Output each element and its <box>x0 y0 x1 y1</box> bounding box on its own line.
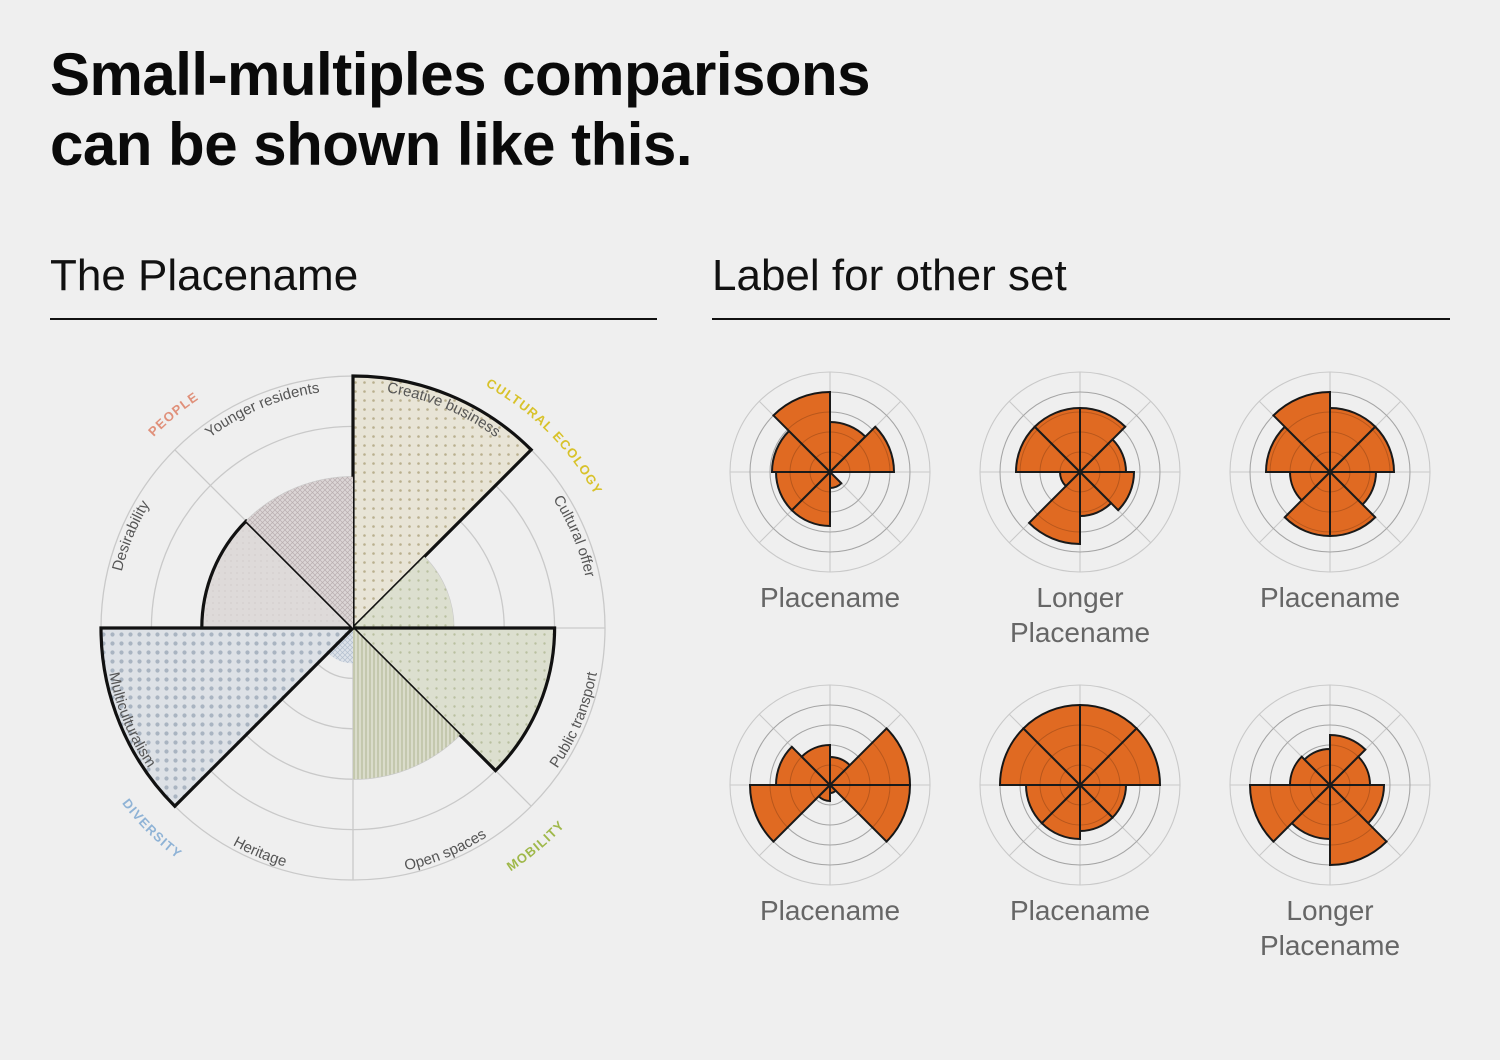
sm-wedge <box>1079 703 1138 788</box>
left-section-divider <box>50 318 657 320</box>
sm-wedge-divider <box>1329 784 1388 843</box>
sm-wedge-divider <box>1284 471 1331 518</box>
small-multiple-label-6: Longer Placename <box>1205 893 1455 963</box>
wedge-creative-business <box>351 374 534 632</box>
sm-wedge-divider <box>1041 784 1081 824</box>
small-multiple-label-4-line-1: Placename <box>759 895 901 926</box>
wedge-multiculturalism <box>99 626 357 809</box>
small-multiple-label-3: Placename <box>1205 580 1455 615</box>
wedge-desirability <box>200 518 357 630</box>
small-multiple-label-6-line-1: Longer <box>1286 895 1374 926</box>
small-multiple-label-6-line-2: Placename <box>1259 930 1401 961</box>
small-multiple-2 <box>979 371 1181 573</box>
headline: Small-multiples comparisons can be shown… <box>50 40 1050 180</box>
group-label-people: PEOPLE <box>145 389 201 439</box>
sm-wedge <box>1077 727 1162 786</box>
sm-wedge-divider <box>1022 727 1081 786</box>
sm-wedge-divider <box>791 471 831 511</box>
small-multiple-label-2: Longer Placename <box>955 580 1205 650</box>
small-multiple-6 <box>1229 684 1431 886</box>
small-multiple-label-3-line-1: Placename <box>1259 582 1401 613</box>
sm-wedge <box>1272 390 1331 475</box>
headline-line-1: Small-multiples comparisons <box>50 41 871 108</box>
category-label-open-spaces: Open spaces <box>403 826 489 875</box>
sm-wedge <box>1248 784 1333 843</box>
headline-line-2: can be shown like this. <box>50 111 693 178</box>
sm-wedge-divider <box>1329 426 1376 473</box>
sm-wedge <box>1022 703 1081 788</box>
sm-wedge-divider <box>1329 471 1376 518</box>
right-section-title: Label for other set <box>712 251 1067 300</box>
right-section-divider <box>712 318 1450 320</box>
small-multiple-label-4: Placename <box>705 893 955 928</box>
sm-wedge-divider <box>829 784 888 843</box>
sm-wedge <box>827 784 912 843</box>
sm-wedge <box>827 727 912 786</box>
category-label-heritage: Heritage <box>231 833 289 870</box>
left-section-title: The Placename <box>50 251 359 300</box>
sm-overlay-ring <box>999 391 1161 553</box>
sm-wedge-divider <box>1079 426 1126 473</box>
wedge-heritage <box>328 628 353 664</box>
small-multiple-label-2-line-1: Longer <box>1036 582 1124 613</box>
sm-wedge-divider <box>772 414 831 473</box>
small-multiple-4 <box>729 684 931 886</box>
sm-wedge-divider <box>1028 471 1081 524</box>
sm-wedge-divider <box>1272 784 1331 843</box>
sm-wedge <box>772 390 831 475</box>
small-multiple-label-2-line-2: Placename <box>1009 617 1151 648</box>
small-multiple-3 <box>1229 371 1431 573</box>
sm-wedge <box>748 784 833 843</box>
sm-wedge <box>998 727 1083 786</box>
small-multiple-label-5: Placename <box>955 893 1205 928</box>
sm-wedge-divider <box>829 727 888 786</box>
wedge-public-transport <box>349 626 557 773</box>
wedge-younger-residents <box>246 476 353 628</box>
sm-wedge-divider <box>1272 414 1331 473</box>
category-label-younger-residents: Younger residents <box>202 379 320 441</box>
sm-wedge <box>1329 782 1388 867</box>
sm-wedge-divider <box>829 426 876 473</box>
sm-wedge-divider <box>772 784 831 843</box>
sm-wedge-divider <box>1034 426 1081 473</box>
category-label-cultural-offer: Cultural offer <box>550 492 599 578</box>
sm-wedge <box>1027 469 1081 546</box>
small-multiple-label-5-line-1: Placename <box>1009 895 1151 926</box>
wedge-open-spaces <box>353 628 460 780</box>
wedge-cultural-offer <box>353 556 454 628</box>
group-label-mobility: MOBILITY <box>504 817 568 874</box>
sm-wedge-divider <box>1301 756 1331 786</box>
sm-wedge-divider <box>829 471 842 484</box>
small-multiple-label-1: Placename <box>705 580 955 615</box>
sm-wedge-divider <box>1079 471 1119 511</box>
category-label-public-transport: Public transport <box>546 670 601 771</box>
sm-wedge-divider <box>791 746 831 786</box>
small-multiples-grid <box>729 371 1431 886</box>
small-multiple-1 <box>729 371 931 573</box>
sm-wedge-divider <box>1329 749 1366 786</box>
sm-wedge-divider <box>1079 784 1114 819</box>
small-multiple-5 <box>979 684 1181 886</box>
small-multiple-label-1-line-1: Placename <box>759 582 901 613</box>
sm-wedge-divider <box>1079 727 1138 786</box>
